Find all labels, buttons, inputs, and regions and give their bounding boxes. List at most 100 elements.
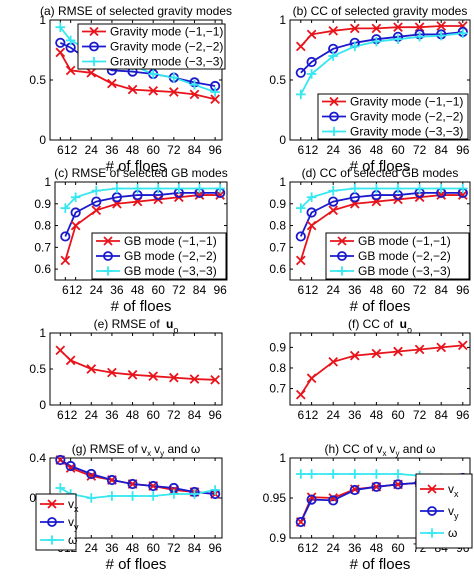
legend-item: GB mode (−3,−3) — [330, 264, 451, 278]
x-tick-label: 24 — [327, 283, 341, 297]
x-tick-label: 96 — [456, 143, 470, 157]
x-tick-label: 12 — [69, 283, 83, 297]
x-tick-label: 96 — [456, 283, 470, 297]
x-tick-label: 96 — [456, 408, 470, 422]
marker-x — [349, 350, 360, 361]
y-tick-label: 0.6 — [34, 262, 51, 276]
legend-label: ω — [68, 533, 77, 547]
marker-circle — [295, 67, 306, 78]
marker-x — [169, 87, 179, 97]
x-tick-label: 84 — [435, 283, 449, 297]
chart-title-subscript: o — [407, 325, 412, 335]
x-tick-label: 60 — [147, 143, 161, 157]
marker-x — [127, 84, 138, 95]
legend-label-text: Gravity mode (−2,−2) — [350, 110, 463, 124]
legend-label-text: GB mode (−1,−1) — [124, 234, 217, 248]
marker-x — [306, 29, 317, 40]
x-tick-label: 6 — [57, 143, 64, 157]
x-tick-label: 72 — [167, 541, 181, 555]
marker-x — [295, 255, 306, 266]
x-tick-label: 24 — [85, 541, 99, 555]
legend-label-text: v — [448, 504, 454, 518]
y-tick-label: 1 — [39, 13, 46, 27]
legend-item: ω — [420, 526, 457, 540]
legend-label-text: v — [68, 515, 74, 529]
chart-title-text: (h) CC of v — [324, 442, 382, 456]
marker-x — [55, 345, 66, 356]
x-tick-label: 84 — [193, 283, 207, 297]
marker-x — [349, 23, 360, 34]
legend-label-text: GB mode (−2,−2) — [358, 249, 451, 263]
legend-item: Gravity mode (−3,−3) — [322, 125, 463, 139]
x-tick-label: 72 — [172, 283, 186, 297]
marker-x — [169, 372, 179, 383]
marker-x — [371, 23, 382, 34]
chart-title-text: v — [154, 442, 160, 456]
marker-x — [337, 236, 347, 246]
marker-x — [328, 493, 339, 503]
series-markers-1 — [295, 190, 468, 266]
y-tick-label: 0.9 — [269, 531, 286, 545]
chart-c: 6 12 24 36 48 60 72 84 96 0.6 0.7 0.8 0.9 1(c) RMSE o… — [34, 166, 227, 315]
chart-title: (c) RMSE of selected GB modes — [54, 166, 227, 180]
x-tick-label: 48 — [370, 541, 384, 555]
marker-x — [86, 471, 97, 481]
x-tick-label: 84 — [188, 408, 202, 422]
chart-title-subscript: x — [147, 449, 151, 458]
marker-circle — [148, 480, 159, 492]
series-markers-1 — [55, 47, 220, 105]
chart-d: 6 12 24 36 48 60 72 84 96 0.6 0.7 0.8 0.9 1 (d) CC of … — [269, 166, 471, 315]
marker-x — [210, 94, 220, 105]
series-markers-3 — [296, 28, 468, 100]
legend-label: GB mode (−3,−3) — [124, 264, 217, 278]
x-tick-label: 72 — [413, 408, 427, 422]
marker-x — [194, 190, 205, 200]
x-tick-label: 36 — [105, 143, 119, 157]
y-tick-label: 0.9 — [269, 340, 286, 354]
marker-circle — [328, 196, 339, 207]
legend-label-text: v — [448, 482, 454, 496]
marker-circle — [349, 484, 360, 496]
marker-x — [107, 78, 117, 89]
y-tick-label: 0.7 — [269, 382, 286, 396]
x-tick-label: 84 — [435, 143, 449, 157]
x-tick-label: 60 — [391, 408, 405, 422]
x-tick-label: 48 — [370, 143, 384, 157]
marker-x — [148, 371, 159, 382]
x-tick-label: 36 — [348, 408, 362, 422]
legend-item: Gravity mode (−2,−2) — [322, 110, 463, 124]
legend-item: GB mode (−1,−1) — [330, 234, 451, 248]
legend-label: GB mode (−1,−1) — [124, 234, 217, 248]
legend-label: ω — [448, 526, 457, 540]
series-markers-3 — [60, 183, 225, 213]
x-tick-label: 48 — [126, 541, 140, 555]
marker-x — [457, 340, 468, 351]
legend-item: GB mode (−3,−3) — [96, 264, 217, 278]
x-tick-label: 6 — [297, 143, 304, 157]
marker-x — [328, 205, 339, 216]
marker-x — [393, 346, 403, 357]
chart-title-text: and ω — [399, 442, 435, 456]
x-tick-label: 6 — [297, 283, 304, 297]
x-tick-label: 24 — [90, 283, 104, 297]
marker-circle — [306, 494, 317, 505]
marker-x — [127, 369, 138, 380]
chart-title: (h) CC of vx vy and ω — [324, 442, 435, 458]
chart-title-subscript: o — [173, 325, 178, 335]
marker-x — [189, 374, 200, 384]
legend: Gravity mode (−1,−1)Gravity mode (−2,−2)… — [317, 93, 469, 140]
x-tick-label: 12 — [305, 541, 319, 555]
y-tick-label: 0.95 — [263, 491, 287, 505]
chart-title-subscript: y — [395, 449, 399, 458]
x-axis-label: # of floes — [106, 556, 167, 573]
marker-circle — [337, 251, 347, 261]
y-tick-label: 0.5 — [29, 73, 46, 87]
legend-item: vy — [420, 504, 459, 521]
y-tick-label: 0.5 — [269, 73, 286, 87]
marker-x — [86, 364, 97, 374]
legend-item: GB mode (−2,−2) — [330, 249, 451, 263]
marker-x — [436, 342, 447, 353]
